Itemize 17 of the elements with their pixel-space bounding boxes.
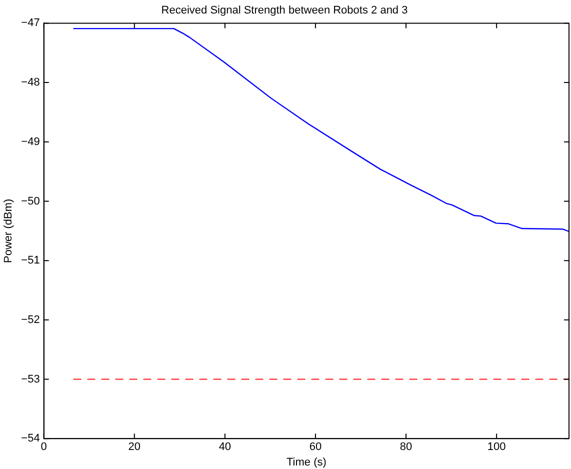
x-tick-label: 100: [487, 441, 506, 454]
x-axis-title: Time (s): [286, 456, 326, 468]
x-tick-label: 40: [218, 441, 232, 454]
y-tick-label: −54: [21, 432, 40, 445]
y-tick-label: −50: [21, 195, 40, 208]
y-tick-label: −49: [21, 136, 40, 148]
y-tick-label: −48: [21, 76, 40, 89]
x-tick-label: 20: [128, 441, 141, 454]
y-axis-title: Power (dBm): [2, 198, 15, 263]
x-tick-label: 80: [400, 441, 412, 454]
y-tick-label: −47: [21, 17, 40, 30]
y-tick-label: −51: [21, 254, 40, 267]
y-tick-label: −53: [21, 373, 40, 386]
y-tick-label: −52: [21, 314, 40, 326]
x-tick-label: 60: [309, 441, 322, 454]
x-tick-label: 0: [40, 441, 47, 454]
chart-title: Received Signal Strength between Robots 2 and 3: [161, 4, 408, 17]
